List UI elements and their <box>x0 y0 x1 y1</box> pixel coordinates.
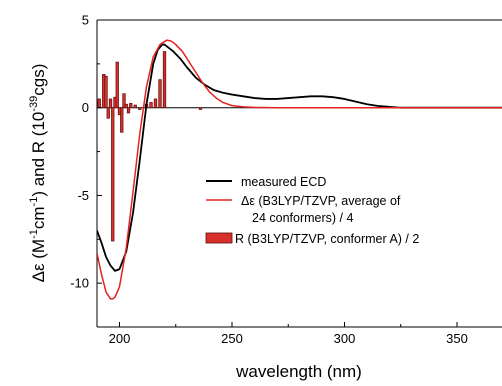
plot-frame <box>96 19 502 328</box>
line-series-group <box>97 39 502 300</box>
r-bar <box>198 107 203 110</box>
r-bar <box>97 98 101 109</box>
r-bar <box>104 75 108 109</box>
legend-calc-label-line2: 24 conformers) / 4 <box>252 211 353 225</box>
r-bar <box>108 98 113 109</box>
r-bar <box>106 107 110 119</box>
r-bar <box>138 107 142 110</box>
r-bar <box>120 107 124 133</box>
r-bar <box>111 107 115 242</box>
x-tick-label: 200 <box>109 331 131 346</box>
y-tick-label: 5 <box>82 13 89 28</box>
x-tick-label: 300 <box>334 331 356 346</box>
y-tick-label: -5 <box>77 188 89 203</box>
legend-measured-label: measured ECD <box>241 175 326 189</box>
y-axis-title: Δε (M-1cm-1) and R (10-39cgs) <box>28 64 48 283</box>
r-bar <box>153 98 158 109</box>
legend-bar-swatch <box>205 232 233 244</box>
y-tick-label: -10 <box>70 276 89 291</box>
legend: measured ECD Δε (B3LYP/TZVP, average of … <box>205 175 419 246</box>
r-bar <box>124 103 128 109</box>
measured-ecd-line <box>97 43 502 272</box>
x-tick-label: 350 <box>446 331 468 346</box>
r-bar <box>129 102 133 109</box>
legend-bar-label: R (B3LYP/TZVP, conformer A) / 2 <box>235 232 419 246</box>
r-bar <box>162 51 167 109</box>
r-bar <box>149 102 153 109</box>
r-bar-series <box>97 51 203 242</box>
r-bar <box>126 107 131 114</box>
x-tick-label: 250 <box>221 331 243 346</box>
x-axis-ticks: 200 250 300 350 <box>109 322 468 346</box>
legend-calc-label-line1: Δε (B3LYP/TZVP, average of <box>241 194 401 208</box>
y-tick-label: 0 <box>82 100 89 115</box>
r-bar <box>158 79 162 109</box>
y-axis-ticks: 5 0 -5 -10 <box>70 13 102 328</box>
r-bar <box>115 61 119 109</box>
r-bar <box>133 104 137 109</box>
x-axis-title: wavelength (nm) <box>235 362 362 381</box>
calculated-ecd-line <box>97 39 502 300</box>
r-bar <box>122 93 126 109</box>
